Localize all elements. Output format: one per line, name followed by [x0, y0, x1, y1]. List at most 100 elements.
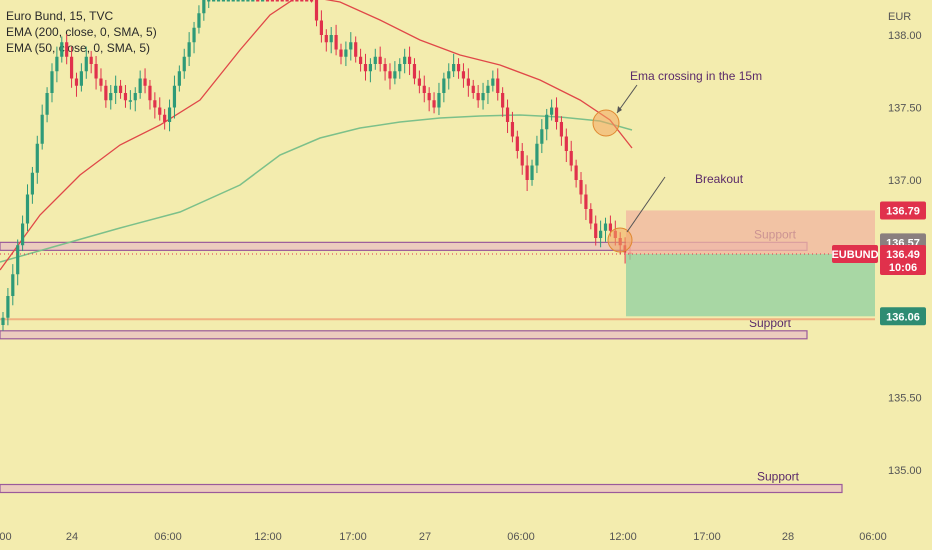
candle-body [212, 0, 216, 2]
y-tick-label: 137.50 [888, 103, 922, 115]
y-tick-label: 137.00 [888, 175, 922, 187]
candle-body [569, 151, 573, 166]
candle-body [505, 107, 510, 122]
candle-body [290, 0, 294, 2]
price-tag [880, 307, 926, 326]
ema-layer [0, 0, 633, 271]
candle-body [456, 64, 461, 72]
candle-body [40, 114, 44, 144]
candle-body [118, 85, 123, 93]
candle-body [427, 93, 431, 101]
candle-body [422, 85, 426, 93]
breakout-label: Breakout [695, 172, 744, 186]
legend-symbol[interactable]: Euro Bund, 15, TVC [6, 9, 114, 23]
candle-body [579, 180, 583, 195]
x-tick-label: 12:00 [254, 531, 282, 543]
candle-body [510, 122, 515, 137]
candle-body [481, 93, 485, 101]
candle-body [324, 35, 328, 43]
candle-body [358, 56, 363, 64]
candle-body [310, 0, 314, 2]
candle-body [172, 85, 177, 108]
candles-layer [1, 0, 632, 331]
x-tick-label: 17:00 [693, 531, 721, 543]
x-tick-label: :00 [0, 531, 12, 543]
candle-body [354, 42, 358, 57]
candle-body [265, 0, 270, 2]
candle-body [148, 85, 152, 101]
candle-body [476, 93, 480, 101]
candle-body [89, 56, 93, 64]
candle-body [314, 0, 319, 21]
candle-body [74, 78, 79, 86]
price-tag-value: 136.79 [886, 205, 920, 217]
annotations-layer: Ema crossing in the 15m Breakout [592, 69, 762, 253]
x-tick-label: 24 [66, 531, 78, 543]
symbol-tag [832, 244, 878, 263]
x-tick-label: 28 [782, 531, 794, 543]
candle-body [393, 71, 397, 79]
candle-body [25, 194, 30, 224]
candle-body [99, 78, 103, 86]
y-tick-label: 135.50 [888, 393, 922, 405]
candle-body [295, 0, 299, 2]
candle-body [221, 0, 226, 2]
candle-body [432, 100, 436, 108]
currency-label: EUR [888, 11, 911, 23]
candle-body [378, 56, 382, 64]
ema-cross-label: Ema crossing in the 15m [630, 69, 762, 83]
candle-body [530, 165, 534, 180]
candle-body [177, 71, 181, 86]
ema50-line [0, 0, 633, 271]
candle-body [486, 85, 490, 93]
candle-body [11, 274, 15, 296]
x-tick-label: 17:00 [339, 531, 367, 543]
candle-body [158, 107, 162, 115]
candle-body [35, 143, 39, 173]
candle-body [540, 129, 544, 144]
candle-body [564, 136, 568, 151]
candle-body [383, 64, 387, 72]
candle-body [236, 0, 240, 2]
candle-body [300, 0, 304, 2]
y-tick-label: 135.00 [888, 465, 922, 477]
candle-body [50, 71, 54, 93]
candle-body [496, 78, 500, 93]
candle-body [65, 42, 69, 57]
candle-body [344, 49, 348, 57]
candle-body [207, 0, 211, 2]
support-label: Support [749, 316, 792, 330]
candle-body [251, 0, 255, 2]
candle-body [412, 64, 417, 79]
candle-body [79, 71, 83, 86]
price-tag [880, 201, 926, 220]
candle-body [329, 35, 333, 43]
x-tick-label: 12:00 [609, 531, 637, 543]
candle-body [114, 85, 118, 93]
price-tag-value: 136.49 [886, 249, 920, 261]
legend-ema50[interactable]: EMA (50, close, 0, SMA, 5) [6, 41, 151, 55]
candle-body [447, 71, 451, 79]
candle-body [525, 165, 529, 180]
position-layer[interactable] [0, 210, 875, 317]
candle-body [388, 71, 392, 79]
axes-layer: EUR 138.00 137.50 137.00 135.50 135.00 136.79 1… [0, 11, 926, 543]
candle-body [319, 20, 323, 35]
legend-ema200[interactable]: EMA (200, close, 0, SMA, 5) [6, 25, 157, 39]
candle-body [109, 93, 113, 101]
candle-body [231, 0, 235, 2]
candle-body [550, 107, 554, 115]
candle-body [515, 136, 519, 151]
candle-body [442, 78, 446, 93]
candle-body [491, 78, 495, 86]
candle-body [403, 56, 407, 64]
candle-body [520, 151, 524, 166]
breakout-circle [607, 227, 633, 253]
candle-body [1, 317, 5, 325]
candle-body [461, 71, 466, 79]
candle-body [349, 42, 353, 50]
candle-body [368, 64, 372, 72]
candle-body [559, 122, 564, 137]
candle-body [603, 223, 608, 231]
